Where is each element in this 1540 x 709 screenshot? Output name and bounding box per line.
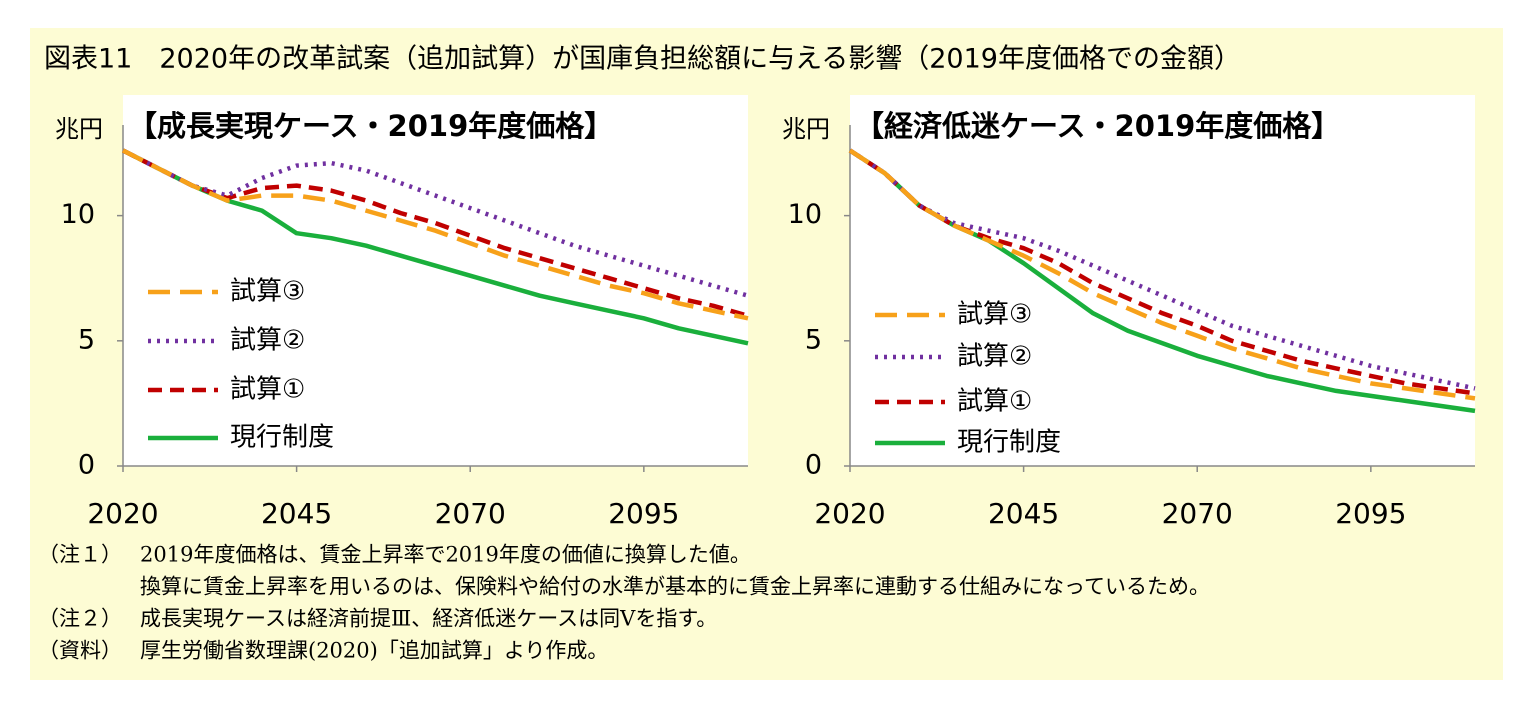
series-line xyxy=(121,148,749,318)
x-tick-label: 2070 xyxy=(435,497,506,530)
note-label: （注１） xyxy=(38,543,122,567)
plot-area xyxy=(123,95,748,466)
legend-label: 現行制度 xyxy=(957,428,1061,458)
note-text: 換算に賃金上昇率を用いるのは、保険料や給付の水準が基本的に賃金上昇率に連動する仕… xyxy=(140,575,1210,599)
x-tick-label: 2095 xyxy=(1335,497,1406,530)
series-line xyxy=(121,148,749,321)
y-tick-label: 0 xyxy=(805,450,822,481)
note-text: 2019年度価格は、賃金上昇率で2019年度の価値に換算した値。 xyxy=(140,543,751,567)
series-line xyxy=(848,148,1476,401)
note-text: 成長実現ケースは経済前提Ⅲ、経済低迷ケースは同Ⅴを指す。 xyxy=(140,607,717,631)
legend-label: 試算③ xyxy=(957,300,1032,330)
note-text: 厚生労働省数理課(2020)「追加試算」より作成。 xyxy=(140,639,608,663)
note-label: （注２） xyxy=(38,607,122,631)
x-tick-label: 2045 xyxy=(261,497,332,530)
legend-label: 現行制度 xyxy=(230,423,334,453)
legend-label: 試算① xyxy=(230,375,305,405)
chart-title: 【成長実現ケース・2019年度価格】 xyxy=(128,109,613,143)
figure-title: 図表11 2020年の改革試案（追加試算）が国庫負担総額に与える影響（2019年… xyxy=(44,44,1241,75)
chart-title: 【経済低迷ケース・2019年度価格】 xyxy=(855,109,1340,143)
x-tick-label: 2020 xyxy=(814,497,885,530)
y-tick-label: 10 xyxy=(788,199,822,230)
legend-label: 試算② xyxy=(230,326,305,356)
y-axis-label: 兆円 xyxy=(55,115,103,143)
legend-label: 試算③ xyxy=(230,277,305,307)
legend-label: 試算① xyxy=(957,387,1032,417)
series-line xyxy=(848,148,1476,391)
series-line xyxy=(848,148,1476,396)
plot-area xyxy=(850,95,1475,466)
x-tick-label: 2045 xyxy=(988,497,1059,530)
note-label: （資料） xyxy=(38,639,122,663)
y-tick-label: 5 xyxy=(78,324,95,355)
y-tick-label: 0 xyxy=(78,450,95,481)
y-tick-label: 10 xyxy=(61,199,95,230)
y-tick-label: 5 xyxy=(805,324,822,355)
x-tick-label: 2070 xyxy=(1162,497,1233,530)
series-line xyxy=(121,148,749,298)
legend-label: 試算② xyxy=(957,342,1032,372)
x-tick-label: 2095 xyxy=(608,497,679,530)
x-tick-label: 2020 xyxy=(87,497,158,530)
y-axis-label: 兆円 xyxy=(782,115,830,143)
